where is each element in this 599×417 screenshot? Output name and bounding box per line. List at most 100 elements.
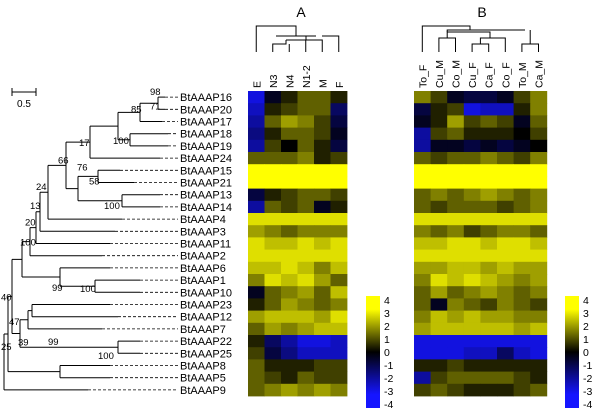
bootstrap-label: 100: [104, 201, 120, 212]
heatmap-a-cell: [281, 371, 298, 385]
heatmap-a-cell: [314, 188, 331, 202]
heatmap-b-cell: [430, 359, 448, 372]
heatmap-b-cell: [463, 261, 481, 275]
heatmap-b-cell: [414, 176, 431, 189]
heatmap-b-cell: [480, 152, 498, 165]
heatmap-b-cell: [497, 213, 514, 226]
heatmap-a-cell: [314, 347, 331, 360]
bootstrap-label: 39: [18, 337, 29, 348]
heatmap-a-cell: [297, 383, 315, 397]
gene-label: BtAAAP22: [180, 336, 232, 348]
tree-branch: [27, 310, 32, 329]
heatmap-a-cell: [330, 164, 348, 177]
heatmap-b-cell: [430, 200, 448, 214]
heatmap-a-cell: [297, 139, 315, 153]
heatmap-a-cell: [264, 225, 282, 238]
heatmap-b-cell: [480, 335, 498, 348]
heatmap-b-cell: [530, 213, 548, 226]
heatmap-a-cell: [281, 115, 298, 128]
panel-a-column-label: M: [317, 79, 329, 88]
heatmap-a-cell: [314, 322, 331, 336]
heatmap-b-cell: [530, 127, 548, 141]
panel-a-column-label: E: [251, 81, 263, 88]
heatmap-a-cell: [297, 164, 315, 177]
heatmap-b-cell: [463, 298, 481, 311]
dendrogram-branch: [446, 31, 491, 38]
heatmap-a-cell: [330, 261, 348, 275]
heatmap-b-cell: [480, 127, 498, 141]
tree-branch: [39, 191, 48, 232]
heatmap-b-cell: [530, 274, 548, 287]
heatmap-a-cell: [314, 91, 331, 104]
heatmap-b-cell: [414, 139, 431, 153]
heatmap-b-cell: [414, 188, 431, 202]
gene-label: BtAAAP16: [180, 92, 232, 104]
heatmap-a-cell: [314, 335, 331, 348]
heatmap-a-cell: [314, 286, 331, 299]
heatmap-b-cell: [513, 383, 531, 397]
heatmap-b-cell: [447, 261, 465, 275]
heatmap-a-cell: [248, 213, 265, 226]
heatmap-b-cell: [497, 261, 514, 275]
heatmap-a-cell: [248, 298, 265, 311]
heatmap-b-cell: [513, 188, 531, 202]
gene-label: BtAAAP10: [180, 287, 232, 299]
heatmap-b-cell: [463, 139, 481, 153]
bootstrap-label: 99: [48, 337, 59, 348]
gene-label: BtAAAP13: [180, 190, 232, 202]
heatmap-b-cell: [430, 237, 448, 250]
heatmap-b-cell: [414, 310, 431, 324]
heatmap-b-cell: [530, 371, 548, 385]
panel-a-column-label: F: [334, 82, 346, 88]
heatmap-b-cell: [513, 371, 531, 385]
heatmap-b-cell: [463, 310, 481, 324]
heatmap-a-cell: [264, 127, 282, 141]
gene-label: BtAAAP5: [180, 373, 226, 385]
heatmap-b-cell: [480, 298, 498, 311]
heatmap-b-cell: [530, 286, 548, 299]
heatmap-a: [248, 91, 348, 397]
heatmap-a-cell: [314, 371, 331, 385]
heatmap-a-cell: [330, 249, 348, 263]
heatmap-b-cell: [430, 298, 448, 311]
heatmap-b-cell: [497, 249, 514, 263]
heatmap-a-cell: [264, 298, 282, 311]
heatmap-a-cell: [314, 359, 331, 372]
heatmap-b-cell: [497, 322, 514, 336]
colorbar-b-gradient: [565, 296, 579, 408]
heatmap-b-cell: [447, 298, 465, 311]
heatmap-b-cell: [414, 127, 431, 141]
heatmap-a-cell: [297, 127, 315, 141]
heatmap-b-cell: [430, 286, 448, 299]
heatmap-a-cell: [248, 322, 265, 336]
bootstrap-label: 24: [36, 182, 47, 193]
heatmap-b-cell: [480, 322, 498, 336]
heatmap-a-cell: [297, 213, 315, 226]
heatmap-a-cell: [330, 91, 348, 104]
gene-label: BtAAAP1: [180, 275, 226, 287]
heatmap-a-cell: [281, 103, 298, 116]
heatmap-b-cell: [513, 237, 531, 250]
heatmap-a-cell: [297, 298, 315, 311]
heatmap-a-cell: [281, 310, 298, 324]
heatmap-a-cell: [264, 237, 282, 250]
heatmap-b-cell: [447, 200, 465, 214]
heatmap-b-cell: [497, 127, 514, 141]
heatmap-a-cell: [248, 139, 265, 153]
heatmap-b-cell: [513, 298, 531, 311]
heatmap-a-cell: [281, 322, 298, 336]
heatmap-b-cell: [480, 225, 498, 238]
heatmap-b-cell: [480, 383, 498, 397]
heatmap-b-cell: [497, 310, 514, 324]
heatmap-a-cell: [314, 213, 331, 226]
tree-branch: [3, 333, 8, 390]
bootstrap-label: 71: [150, 101, 161, 112]
heatmap-a-cell: [314, 298, 331, 311]
heatmap-a-cell: [248, 237, 265, 250]
heatmap-a-cell: [281, 188, 298, 202]
heatmap-b-cell: [497, 298, 514, 311]
gene-label: BtAAAP19: [180, 141, 232, 153]
dendrogram-branch: [438, 37, 456, 52]
heatmap-b-cell: [480, 200, 498, 214]
heatmap-b-cell: [497, 176, 514, 189]
